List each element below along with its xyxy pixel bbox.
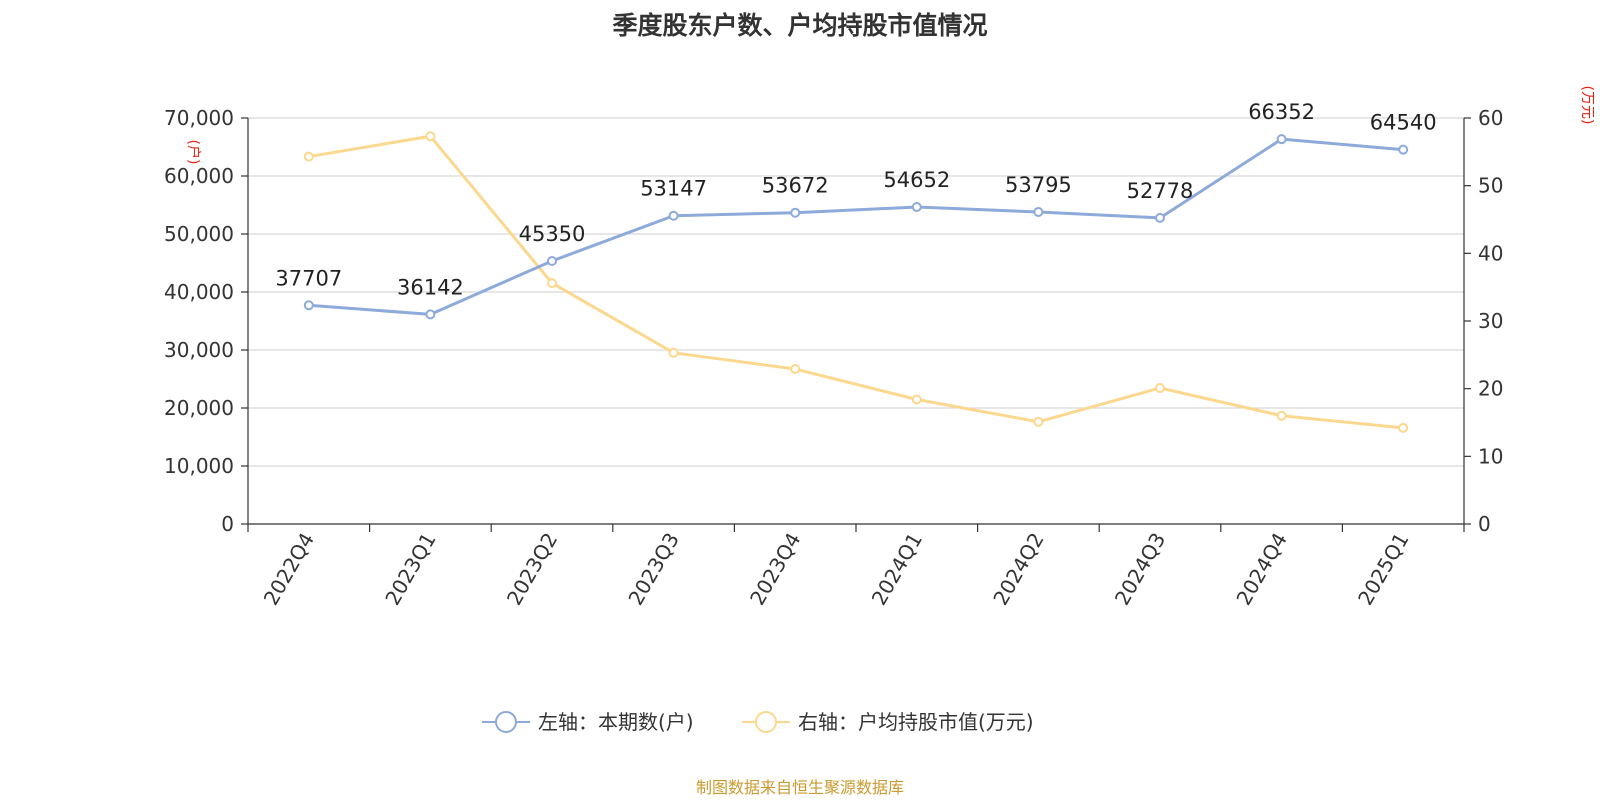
left-axis-tick-label: 50,000: [164, 222, 234, 246]
x-axis-tick-label: 2024Q1: [867, 529, 927, 610]
data-label: 52778: [1127, 179, 1194, 203]
right-axis-tick-label: 20: [1478, 377, 1503, 401]
legend-item-holders[interactable]: 左轴：本期数(户): [482, 710, 694, 734]
holders-point: [790, 207, 801, 218]
legend-label: 左轴：本期数(户): [538, 710, 694, 734]
holders-point: [668, 210, 679, 221]
left-axis-tick-label: 30,000: [164, 338, 234, 362]
x-axis-tick-label: 2024Q4: [1231, 529, 1291, 610]
left-axis-tick-label: 20,000: [164, 396, 234, 420]
x-axis-tick-label: 2023Q2: [502, 529, 562, 610]
avg-value-point: [303, 151, 314, 162]
axes: 0 10,000 20,000 30,000 40,000 50,000 60,000 70,…: [164, 106, 1503, 609]
left-axis-unit: (户): [185, 140, 202, 165]
data-label: 45350: [519, 222, 586, 246]
x-axis-tick-label: 2025Q1: [1353, 529, 1413, 610]
legend-marker: [755, 711, 777, 733]
holders-point: [425, 309, 436, 320]
data-label: 53147: [640, 177, 707, 201]
data-label: 53795: [1005, 173, 1072, 197]
avg-value-line: [308, 134, 1404, 430]
x-axis-tick-label: 2023Q4: [745, 529, 805, 610]
right-axis-tick-label: 30: [1478, 309, 1503, 333]
holders-point: [547, 255, 557, 266]
left-axis-tick-label: 0: [221, 512, 234, 536]
data-label: 66352: [1248, 100, 1315, 124]
left-axis-tick-label: 10,000: [164, 454, 234, 478]
avg-value-point: [1155, 382, 1165, 393]
legend[interactable]: 左轴：本期数(户) 右轴：户均持股市值(万元): [482, 710, 1034, 734]
right-axis-tick-label: 60: [1478, 106, 1503, 130]
holders-point: [1155, 212, 1165, 223]
right-axis-tick-label: 50: [1478, 174, 1503, 198]
avg-value-point: [668, 347, 679, 358]
x-axis-tick-label: 2022Q4: [259, 529, 319, 610]
x-axis-tick-label: 2023Q1: [380, 529, 440, 610]
x-axis-tick-label: 2024Q3: [1110, 529, 1170, 610]
chart-title: 季度股东户数、户均持股市值情况: [612, 11, 987, 40]
holders-point: [303, 300, 314, 311]
avg-value-point: [790, 364, 801, 375]
legend-marker: [495, 711, 517, 733]
left-axis-tick-label: 40,000: [164, 280, 234, 304]
right-axis-unit: (万元): [1579, 86, 1595, 125]
left-axis-tick-label: 70,000: [164, 106, 234, 130]
legend-label: 右轴：户均持股市值(万元): [798, 710, 1034, 734]
right-axis-tick-label: 40: [1478, 241, 1503, 265]
avg-value-point: [911, 394, 922, 405]
holders-point: [1033, 206, 1044, 217]
avg-value-point: [1033, 416, 1044, 427]
data-label: 36142: [397, 275, 464, 299]
holders-point: [911, 202, 922, 213]
holders-line: [308, 137, 1404, 316]
legend-item-avg-value[interactable]: 右轴：户均持股市值(万元): [742, 710, 1034, 734]
grid-lines: [248, 117, 1464, 467]
right-axis-tick-label: 10: [1478, 444, 1503, 468]
data-label: 37707: [275, 266, 342, 290]
avg-value-point: [425, 131, 436, 142]
avg-value-point: [547, 278, 557, 289]
data-labels: 37707 36142 45350 53147 53672 54652 53795 52778…: [275, 100, 1436, 299]
avg-value-point: [1276, 410, 1287, 421]
holders-point: [1398, 144, 1409, 155]
holders-point: [1276, 134, 1287, 145]
avg-value-point: [1398, 422, 1409, 433]
right-axis-tick-label: 0: [1478, 512, 1491, 536]
source-note: 制图数据来自恒生聚源数据库: [696, 778, 904, 797]
series-layer: [303, 131, 1409, 433]
data-label: 54652: [883, 168, 950, 192]
x-axis-tick-label: 2024Q2: [988, 529, 1048, 610]
data-label: 53672: [762, 174, 829, 198]
data-label: 64540: [1370, 111, 1437, 135]
x-axis-tick-label: 2023Q3: [623, 529, 683, 610]
left-axis-tick-label: 60,000: [164, 164, 234, 188]
